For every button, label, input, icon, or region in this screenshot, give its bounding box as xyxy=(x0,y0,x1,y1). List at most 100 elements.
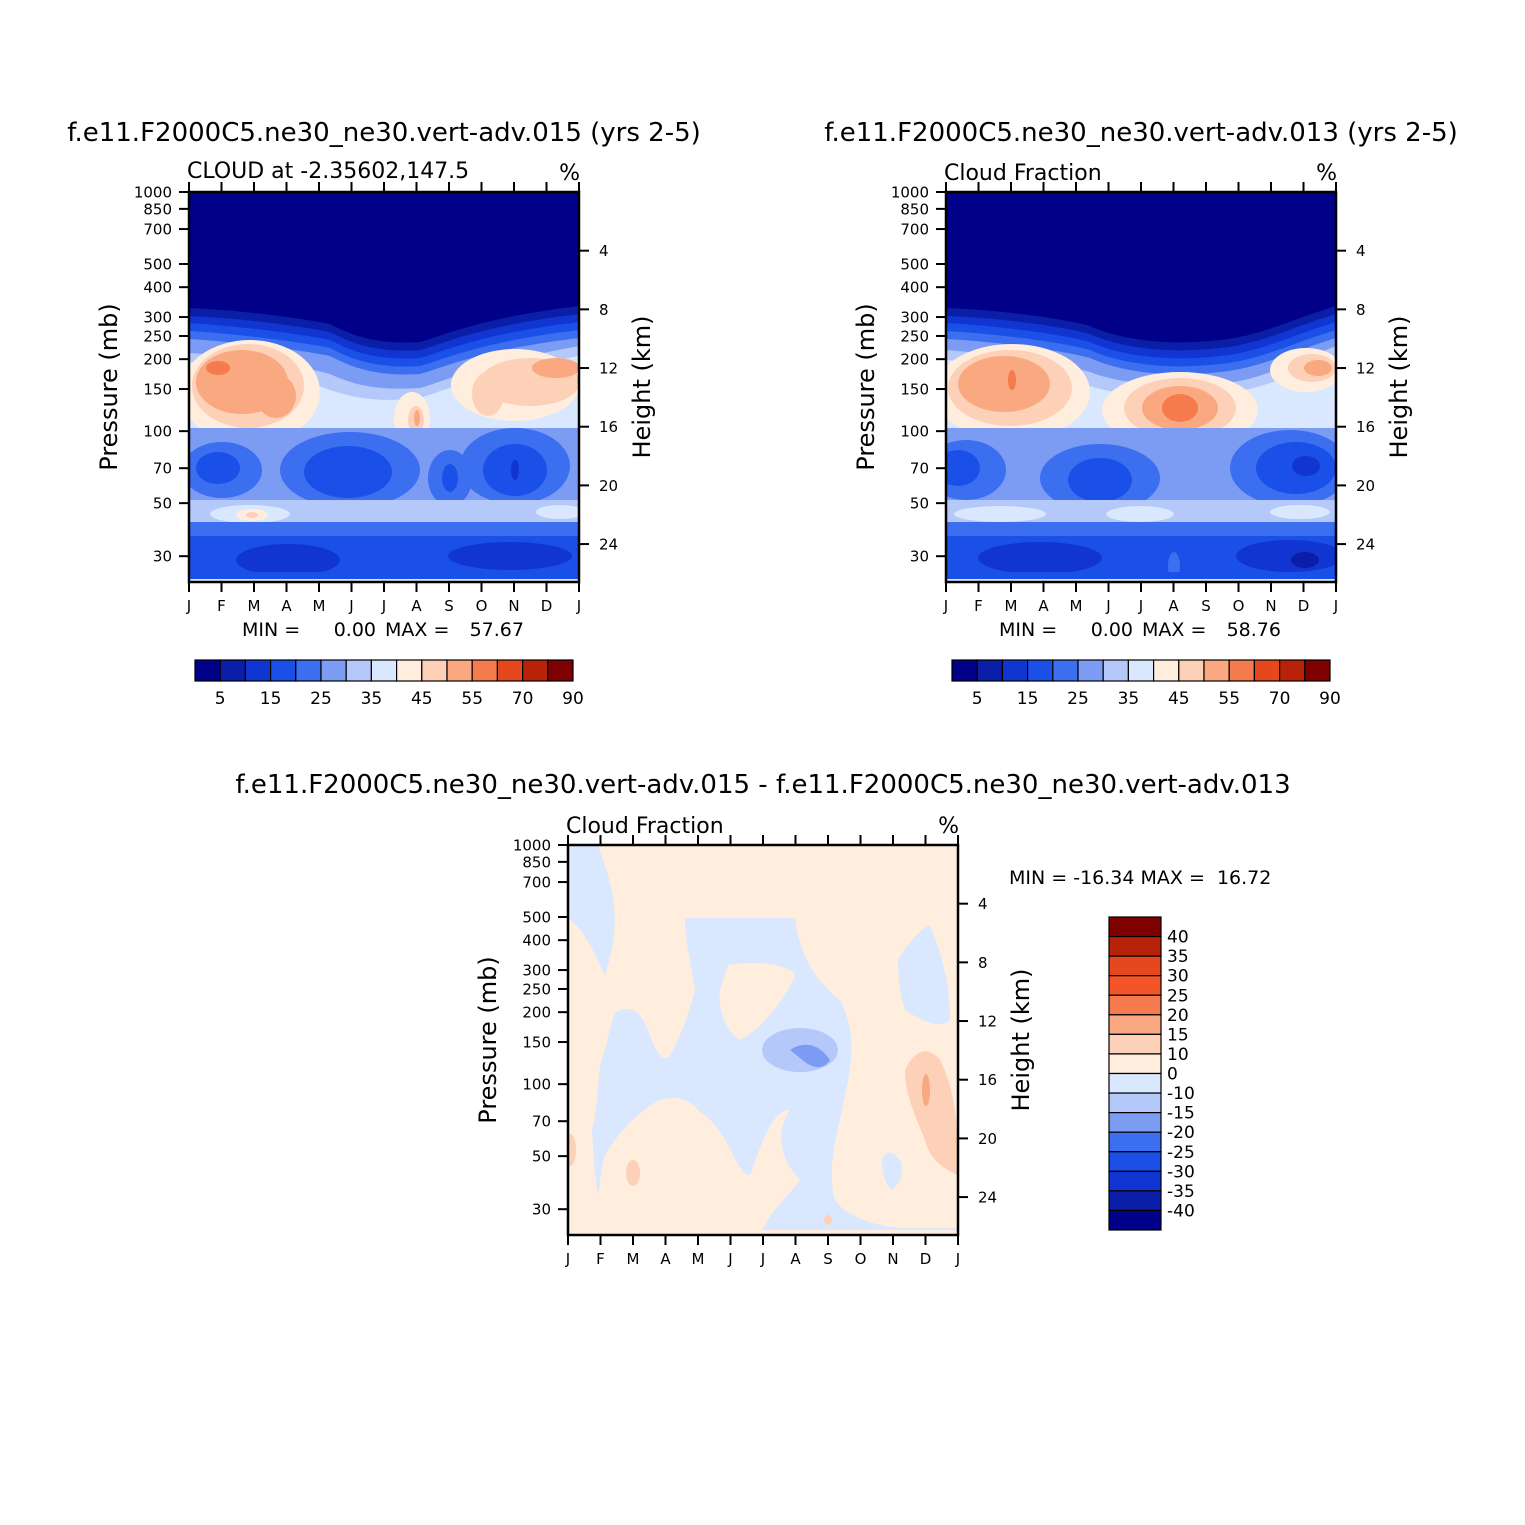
y-tick-label: 50 xyxy=(532,1148,551,1166)
panel3-y2label: Height (km) xyxy=(1007,969,1035,1112)
colorbar-swatch xyxy=(976,659,1004,682)
y-tick-label: 150 xyxy=(522,1034,551,1052)
y2-tick-label: 12 xyxy=(599,360,618,378)
panel1-min-value: 0.00 xyxy=(334,619,376,641)
colorbar-swatch xyxy=(1102,659,1129,682)
colorbar-swatch xyxy=(1304,659,1331,682)
colorbar-swatch xyxy=(1108,1014,1162,1035)
x-tick-label: O xyxy=(855,1250,867,1268)
colorbar-swatch xyxy=(1228,659,1255,682)
y-tick-label: 70 xyxy=(532,1113,551,1131)
colorbar-swatch xyxy=(370,659,398,682)
x-tick-label: M xyxy=(1070,597,1083,615)
colorbar-swatch xyxy=(244,659,272,682)
y-tick-label: 400 xyxy=(143,279,172,297)
colorbar-swatch xyxy=(345,659,373,682)
colorbar-label: -25 xyxy=(1167,1143,1195,1163)
colorbar-label: 30 xyxy=(1167,967,1189,987)
panel1-max-label: MAX = xyxy=(385,619,449,641)
x-tick-label: A xyxy=(281,597,292,615)
panel2-y2label: Height (km) xyxy=(1385,316,1413,459)
y2-tick-label: 8 xyxy=(599,301,609,319)
y-tick-label: 700 xyxy=(143,221,172,239)
colorbar-label: -35 xyxy=(1167,1182,1195,1202)
colorbar-label: 10 xyxy=(1167,1045,1189,1065)
y2-tick-label: 24 xyxy=(978,1189,997,1207)
y-tick-label: 1000 xyxy=(134,184,172,202)
x-tick-label: A xyxy=(1038,597,1049,615)
y-tick-label: 850 xyxy=(900,200,929,218)
y-tick-label: 500 xyxy=(900,255,929,273)
colorbar-swatch xyxy=(1253,659,1281,682)
x-tick-label: M xyxy=(313,597,326,615)
colorbar-swatch xyxy=(1108,916,1162,938)
y-tick-label: 1000 xyxy=(513,837,551,855)
y2-tick-label: 12 xyxy=(978,1013,997,1031)
y2-tick-label: 20 xyxy=(599,477,618,495)
y2-tick-label: 20 xyxy=(978,1130,997,1148)
panel1-subtitle: CLOUD at -2.35602,147.5 xyxy=(187,159,469,184)
x-tick-label: M xyxy=(692,1250,705,1268)
x-tick-label: F xyxy=(974,597,983,615)
colorbar-swatch xyxy=(1077,659,1104,682)
colorbar-swatch xyxy=(1026,659,1054,682)
y-tick-label: 30 xyxy=(532,1201,551,1219)
colorbar-label: 90 xyxy=(1319,689,1341,709)
panel2-max-value: 58.76 xyxy=(1227,619,1281,641)
y-tick-label: 50 xyxy=(153,495,172,513)
y-tick-label: 300 xyxy=(900,309,929,327)
colorbar-label: 55 xyxy=(1218,689,1240,709)
colorbar-swatch xyxy=(446,659,473,682)
panel1-min-label: MIN = xyxy=(242,619,300,641)
colorbar-swatch xyxy=(1108,1190,1162,1212)
colorbar-label: 35 xyxy=(1118,689,1140,709)
colorbar-label: 45 xyxy=(1168,689,1190,709)
colorbar-swatch xyxy=(270,659,297,682)
y2-tick-label: 4 xyxy=(978,895,988,913)
y-tick-label: 150 xyxy=(900,381,929,399)
panel2-title: f.e11.F2000C5.ne30_ne30.vert-adv.013 (yr… xyxy=(824,118,1458,148)
colorbar-label: 20 xyxy=(1167,1006,1189,1026)
y2-tick-label: 12 xyxy=(1356,360,1375,378)
colorbar-swatch xyxy=(1152,659,1180,682)
panel3-subtitle: Cloud Fraction xyxy=(566,814,724,839)
x-tick-label: O xyxy=(476,597,488,615)
colorbar-swatch xyxy=(1001,659,1029,682)
colorbar-swatch xyxy=(1127,659,1155,682)
colorbar-label: 45 xyxy=(411,689,433,709)
y-tick-label: 400 xyxy=(522,932,551,950)
colorbar-swatch xyxy=(1108,1209,1162,1231)
y-tick-label: 300 xyxy=(143,309,172,327)
colorbar-swatch xyxy=(1278,659,1306,682)
colorbar-swatch xyxy=(1108,975,1162,996)
panel3-units: % xyxy=(938,814,959,839)
y2-tick-label: 4 xyxy=(1356,242,1366,260)
y-tick-label: 100 xyxy=(900,423,929,441)
x-tick-label: J xyxy=(1333,597,1338,615)
y2-tick-label: 4 xyxy=(599,242,609,260)
y2-tick-label: 16 xyxy=(599,418,618,436)
x-tick-label: S xyxy=(1201,597,1211,615)
colorbar-label: 5 xyxy=(972,689,983,709)
x-tick-label: J xyxy=(576,597,581,615)
colorbar-label: 70 xyxy=(1269,689,1291,709)
panel1-units: % xyxy=(559,161,580,186)
y2-tick-label: 24 xyxy=(1356,536,1375,554)
panel2-colorbar: 5 15 25 35 45 55 70 90 xyxy=(951,659,1341,709)
y-tick-label: 30 xyxy=(910,548,929,566)
x-tick-label: D xyxy=(1298,597,1310,615)
colorbar-swatch xyxy=(295,659,322,682)
x-tick-label: N xyxy=(508,597,519,615)
y-tick-label: 500 xyxy=(143,255,172,273)
y-tick-label: 100 xyxy=(143,423,172,441)
colorbar-label: 25 xyxy=(310,689,332,709)
y-tick-label: 400 xyxy=(900,279,929,297)
x-tick-label: S xyxy=(444,597,454,615)
x-tick-label: J xyxy=(565,1250,570,1268)
colorbar-swatch xyxy=(1108,1033,1162,1055)
colorbar-label: -40 xyxy=(1167,1201,1195,1221)
x-tick-label: J xyxy=(348,597,353,615)
x-tick-label: F xyxy=(596,1250,605,1268)
panel-top-right: f.e11.F2000C5.ne30_ne30.vert-adv.013 (yr… xyxy=(824,118,1458,709)
